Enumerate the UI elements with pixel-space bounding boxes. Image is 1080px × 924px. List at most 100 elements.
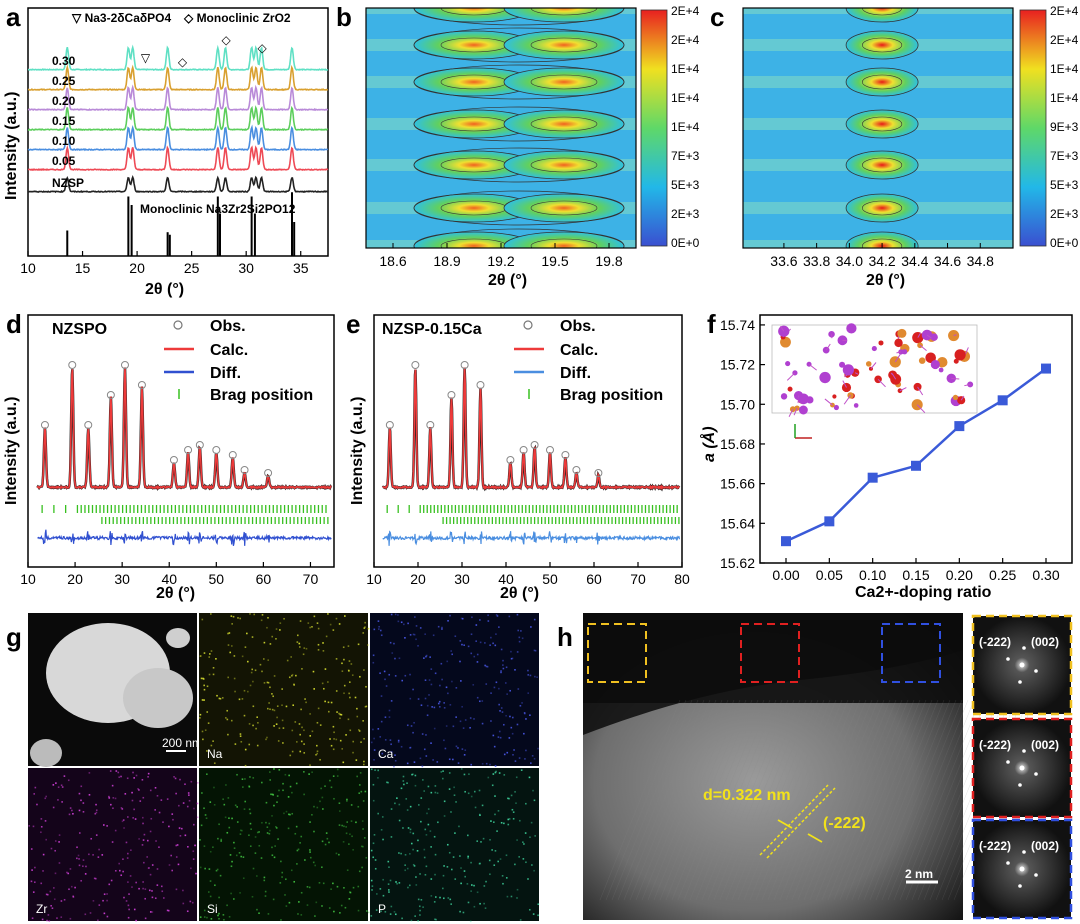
eds-dot <box>424 873 427 876</box>
eds-dot <box>501 875 504 877</box>
eds-dot <box>275 827 278 829</box>
eds-dot <box>296 849 299 852</box>
eds-dot <box>217 914 219 917</box>
y-axis-title-f: a (Å) <box>699 426 718 462</box>
eds-dot <box>493 821 495 823</box>
eds-dot <box>210 650 213 652</box>
legend-diff-d: Diff. <box>210 365 241 382</box>
eds-dot <box>464 790 466 793</box>
bond <box>917 332 922 338</box>
eds-dot <box>339 717 341 720</box>
eds-dot <box>54 849 56 852</box>
bond <box>953 334 957 337</box>
atom <box>780 393 788 400</box>
eds-dot <box>466 883 469 885</box>
eds-dot <box>363 760 365 763</box>
eds-dot <box>263 876 266 879</box>
eds-dot <box>471 616 473 619</box>
eds-dot <box>72 895 75 898</box>
heatmap-peak <box>845 150 919 180</box>
atom <box>897 328 907 338</box>
colorbar-label: 1E+4 <box>1050 62 1079 76</box>
eds-dot <box>430 846 432 848</box>
eds-dot <box>142 881 144 883</box>
observed-point <box>40 421 49 429</box>
bond <box>926 334 932 339</box>
eds-dot <box>217 837 219 840</box>
eds-dot <box>50 904 52 907</box>
x-axis-title-b: 2θ (°) <box>488 272 527 289</box>
lattice-fringe <box>761 699 843 901</box>
lattice-fringe <box>659 699 741 901</box>
eds-dot <box>98 904 101 906</box>
eds-dot <box>268 822 271 825</box>
eds-dot <box>272 898 275 901</box>
eds-dot <box>226 904 228 907</box>
x-tick-label: 34.0 <box>836 253 863 269</box>
atom <box>901 349 908 355</box>
observed-point <box>476 381 485 389</box>
eds-dot <box>299 842 301 844</box>
bond <box>899 387 907 392</box>
eds-dot <box>516 613 519 616</box>
eds-dot <box>200 824 203 827</box>
eds-dot <box>505 854 508 857</box>
eds-dot <box>343 887 345 889</box>
eds-dot <box>32 891 35 893</box>
eds-dot <box>309 764 311 766</box>
x-tick-label: 10 <box>20 260 36 276</box>
eds-dot <box>293 880 296 883</box>
eds-dot <box>527 674 530 676</box>
fft-spot <box>1006 861 1010 865</box>
eds-dot <box>508 615 511 618</box>
eds-dot <box>45 838 47 841</box>
eds-dot <box>178 804 180 807</box>
observed-point <box>426 421 435 429</box>
eds-dot <box>298 901 300 903</box>
eds-dot <box>362 828 364 830</box>
eds-dot <box>389 913 392 915</box>
eds-dot <box>511 716 514 719</box>
x-tick-label: 35 <box>293 260 309 276</box>
eds-dot <box>314 915 316 917</box>
eds-dot <box>267 913 270 915</box>
legend-entry-na-phase: ▽ Na3-2δCaδPO4 <box>71 11 171 25</box>
eds-dot <box>356 715 359 718</box>
eds-dot <box>243 714 246 717</box>
eds-dot <box>413 761 416 763</box>
observed-point <box>546 446 554 454</box>
legend-calc-e: Calc. <box>560 342 598 359</box>
eds-dot <box>487 776 490 779</box>
eds-dot <box>516 651 519 653</box>
colorbar-label: 2E+4 <box>1050 33 1079 47</box>
contour-line <box>413 64 625 100</box>
lattice-curve <box>785 367 1047 543</box>
eds-dot <box>168 864 171 866</box>
d-spacing-label: d=0.322 nm <box>703 787 791 804</box>
eds-dot <box>406 762 409 765</box>
eds-dot <box>496 830 498 832</box>
eds-dot <box>227 676 230 679</box>
contour-line <box>861 200 903 216</box>
heatmap-peak <box>845 109 919 139</box>
eds-dot <box>106 915 109 918</box>
eds-dot <box>370 741 373 744</box>
eds-dot <box>347 718 350 721</box>
eds-dot <box>518 636 521 639</box>
atom <box>930 359 940 370</box>
eds-dot <box>250 671 253 674</box>
lattice-fringe <box>629 699 711 901</box>
eds-dot <box>186 805 189 808</box>
eds-dot <box>371 889 373 891</box>
eds-dot <box>216 694 218 697</box>
eds-dot <box>329 779 331 782</box>
eds-dot <box>420 820 422 823</box>
legend-obs-e: Obs. <box>560 318 596 335</box>
lattice-fringe <box>743 699 825 901</box>
eds-dot <box>429 830 432 832</box>
colorbar-label: 2E+3 <box>671 207 700 221</box>
eds-dot <box>520 630 522 632</box>
eds-dot <box>244 764 247 767</box>
eds-dot <box>63 775 66 777</box>
arrow-marker <box>777 819 793 829</box>
